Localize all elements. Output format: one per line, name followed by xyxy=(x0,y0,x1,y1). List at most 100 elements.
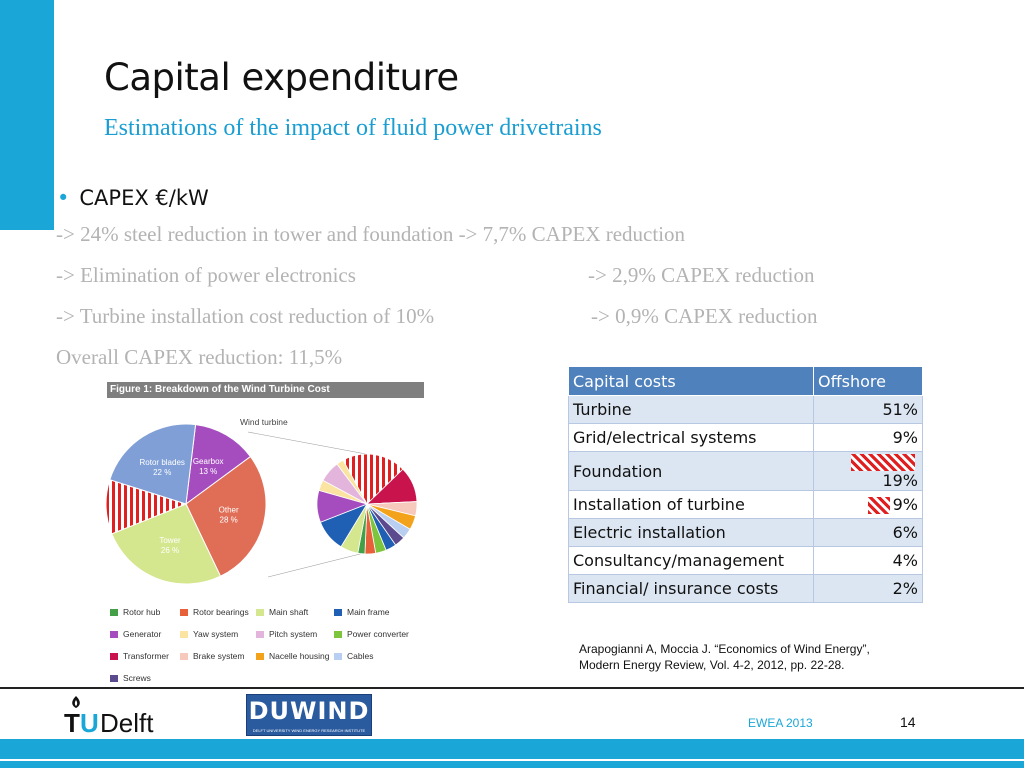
table-cell-label: Financial/ insurance costs xyxy=(568,574,814,603)
pie-slice-value: 13 % xyxy=(199,467,217,476)
legend-swatch xyxy=(256,653,264,661)
legend-label: Brake system xyxy=(193,651,245,661)
legend-item: Yaw system xyxy=(180,629,238,639)
legend-item: Brake system xyxy=(180,651,245,661)
footer-divider xyxy=(0,687,1024,689)
pie-slice-label: Other xyxy=(219,506,239,515)
connector-line-top xyxy=(247,431,367,455)
duwind-tagline: DELFT UNIVERSITY WIND ENERGY RESEARCH IN… xyxy=(252,728,366,733)
legend-label: Main frame xyxy=(347,607,390,617)
legend-label: Nacelle housing xyxy=(269,651,330,661)
table-header-capital-costs: Capital costs xyxy=(568,366,814,396)
legend-item: Rotor hub xyxy=(110,607,160,617)
text-line-1: -> 24% steel reduction in tower and foun… xyxy=(56,222,686,246)
table-value-text: 19% xyxy=(882,471,918,490)
legend-swatch xyxy=(110,631,118,639)
legend-item: Pitch system xyxy=(256,629,317,639)
text-line-3: -> Turbine installation cost reduction o… xyxy=(56,304,435,328)
legend-label: Rotor hub xyxy=(123,607,161,617)
legend-label: Pitch system xyxy=(269,629,318,639)
table-value-text: 9% xyxy=(892,495,918,514)
pie-slice-value: 22 % xyxy=(153,468,171,477)
pie-slice xyxy=(109,423,197,505)
table-row: Installation of turbine 9% xyxy=(568,490,923,519)
pie-slice xyxy=(185,424,252,506)
table-cell-value: 19% xyxy=(813,451,923,491)
table-row: Consultancy/management 4% xyxy=(568,546,923,575)
text-line-2-result: -> 2,9% CAPEX reduction xyxy=(588,263,815,287)
tudelft-wordmark-u: U xyxy=(80,708,99,736)
legend-label: Yaw system xyxy=(193,629,239,639)
legend-label: Transformer xyxy=(123,651,169,661)
table-cell-label: Installation of turbine xyxy=(568,490,814,519)
citation-line-2: Modern Energy Review, Vol. 4-2, 2012, pp… xyxy=(579,658,845,672)
tudelft-logo: T U Delft xyxy=(64,696,154,736)
legend-label: Power converter xyxy=(347,629,409,639)
table-header-offshore: Offshore xyxy=(813,366,923,396)
legend-item: Rotor bearings xyxy=(180,607,249,617)
pie-slice-value: 26 % xyxy=(161,546,179,555)
chart-legend: Rotor hub Rotor bearings Main shaft Main fr… xyxy=(110,607,430,683)
pie-slice-label: Rotor blades xyxy=(140,458,185,467)
legend-swatch xyxy=(180,631,188,639)
legend-item: Power converter xyxy=(334,629,409,639)
table-cell-label: Foundation xyxy=(568,451,814,491)
table-cell-value: 4% xyxy=(813,546,923,575)
pie-slice-value: 28 % xyxy=(220,516,238,525)
duwind-wordmark: DUWIND xyxy=(248,697,370,725)
table-value-text: 9% xyxy=(892,428,918,447)
citation: Arapogianni A, Moccia J. “Economics of W… xyxy=(579,641,870,673)
table-row: Financial/ insurance costs 2% xyxy=(568,574,923,603)
legend-swatch xyxy=(256,609,264,617)
legend-swatch xyxy=(180,609,188,617)
tudelft-wordmark-delft: Delft xyxy=(100,708,154,736)
legend-item: Transformer xyxy=(110,651,169,661)
page-number: 14 xyxy=(900,714,916,730)
table-row: Grid/electrical systems 9% xyxy=(568,423,923,452)
text-line-3-result: -> 0,9% CAPEX reduction xyxy=(591,304,818,328)
table-cell-label: Consultancy/management xyxy=(568,546,814,575)
legend-swatch xyxy=(256,631,264,639)
pie-slice-label: Tower xyxy=(159,536,181,545)
legend-item: Cables xyxy=(334,651,373,661)
legend-label: Generator xyxy=(123,629,162,639)
legend-swatch xyxy=(180,653,188,661)
legend-swatch xyxy=(334,653,342,661)
table-row: Turbine 51% xyxy=(568,395,923,424)
bullet-capex: • CAPEX €/kW xyxy=(57,186,209,210)
detail-pie-slice xyxy=(336,459,368,505)
pie-slice xyxy=(185,455,267,577)
table-cell-value: 9% xyxy=(813,423,923,452)
pie-slice xyxy=(111,503,222,585)
citation-line-1: Arapogianni A, Moccia J. “Economics of W… xyxy=(579,642,870,656)
bottom-bar xyxy=(0,739,1024,768)
legend-swatch xyxy=(110,609,118,617)
slide-title: Capital expenditure xyxy=(104,56,459,99)
table-value-text: 2% xyxy=(892,579,918,598)
table-value-text: 4% xyxy=(892,551,918,570)
table-cell-label: Electric installation xyxy=(568,518,814,547)
capital-costs-table: Capital costs Offshore Turbine 51% Grid/el… xyxy=(568,366,923,603)
figure-banner: Figure 1: Breakdown of the Wind Turbine … xyxy=(107,382,424,398)
duwind-logo: DUWIND DELFT UNIVERSITY WIND ENERGY RESE… xyxy=(246,694,372,736)
tudelft-wordmark-t: T xyxy=(64,708,80,736)
slide-subtitle: Estimations of the impact of fluid power… xyxy=(104,115,602,141)
accent-bar xyxy=(0,0,54,230)
text-line-2: -> Elimination of power electronics xyxy=(56,263,356,287)
table-value-text: 6% xyxy=(892,523,918,542)
detail-pie xyxy=(316,453,418,555)
legend-swatch xyxy=(110,653,118,661)
pie-slice-label: Gearbox xyxy=(193,457,224,466)
legend-label: Screws xyxy=(123,673,151,683)
table-cell-value: 9% xyxy=(813,490,923,519)
text-line-overall: Overall CAPEX reduction: 11,5% xyxy=(56,345,343,369)
detail-pie-slice xyxy=(342,453,404,505)
hatched-bar xyxy=(867,497,890,514)
connector-line-bottom xyxy=(267,551,369,578)
legend-label: Cables xyxy=(347,651,374,661)
table-cell-value: 51% xyxy=(813,395,923,424)
table-row: Electric installation 6% xyxy=(568,518,923,547)
table-value-text: 51% xyxy=(882,400,918,419)
legend-item: Main frame xyxy=(334,607,390,617)
